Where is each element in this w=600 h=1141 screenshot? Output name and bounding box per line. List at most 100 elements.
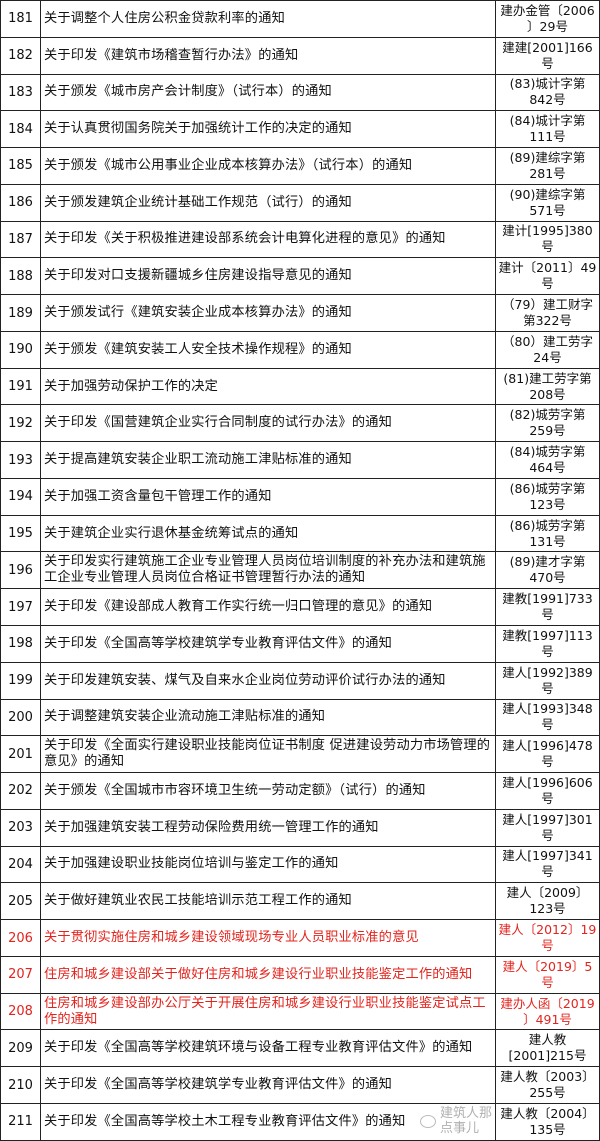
row-title: 关于加强建设职业技能岗位培训与鉴定工作的通知 [41, 846, 496, 883]
table-row: 193 关于提高建筑安装企业职工流动施工津贴标准的通知 (84)城劳字第 464号 [0, 442, 600, 479]
row-number: 198 [0, 626, 41, 662]
row-number: 184 [0, 111, 41, 148]
row-title: 关于调整建筑安装企业流动施工津贴标准的通知 [41, 699, 496, 736]
table-row: 188 关于印发对口支援新疆城乡住房建设指导意见的通知 建计〔2011〕49 号 [0, 258, 600, 296]
row-number: 210 [0, 1067, 41, 1103]
row-title: 关于印发《建筑市场稽查暂行办法》的通知 [41, 37, 496, 74]
table-row: 200 关于调整建筑安装企业流动施工津贴标准的通知 建人[1993]348 号 [0, 699, 600, 737]
row-title: 关于印发《全国高等学校建筑环境与设备工程专业教育评估文件》的通知 [41, 1030, 496, 1067]
watermark: 建筑人那点事儿 [420, 1106, 492, 1136]
row-doc-number: 建人教 [2001]215号 [496, 1030, 600, 1067]
row-number: 195 [0, 515, 41, 552]
row-doc-number: 建教[1991]733 号 [496, 589, 600, 626]
table-row: 198 关于印发《全国高等学校建筑学专业教育评估文件》的通知 建教[1997]113… [0, 626, 600, 663]
row-title: 关于印发对口支援新疆城乡住房建设指导意见的通知 [41, 258, 496, 295]
row-doc-number: (90)建综字第 571号 [496, 184, 600, 221]
row-title: 关于颁发《城市公用事业企业成本核算办法》（试行本）的通知 [41, 148, 496, 184]
row-number: 194 [0, 478, 41, 515]
row-title: 关于印发实行建筑施工企业专业管理人员岗位培训制度的补充办法和建筑施工企业专业管理… [41, 552, 496, 589]
row-number: 196 [0, 552, 41, 589]
row-number: 186 [0, 184, 41, 221]
table-row: 181 关于调整个人住房公积金贷款利率的通知 建办金管〔2006 〕29号 [0, 1, 600, 38]
table-row: 203 关于加强建筑安装工程劳动保险费用统一管理工作的通知 建人[1997]301 … [0, 809, 600, 847]
table-row: 209 关于印发《全国高等学校建筑环境与设备工程专业教育评估文件》的通知 建人教 [… [0, 1030, 600, 1068]
row-number: 191 [0, 368, 41, 405]
row-number: 183 [0, 74, 41, 111]
row-doc-number: 建教[1997]113 号 [496, 626, 600, 662]
table-row: 205 关于做好建筑业农民工技能培训示范工程工作的通知 建人〔2009〕 123号 [0, 883, 600, 921]
row-number: 208 [0, 993, 41, 1030]
table-row: 182 关于印发《建筑市场稽查暂行办法》的通知 建建[2001]166 号 [0, 37, 600, 75]
row-doc-number: 建人〔2009〕 123号 [496, 883, 600, 920]
row-doc-number: 建人[1996]606 号 [496, 773, 600, 809]
row-doc-number: 建计〔2011〕49 号 [496, 258, 600, 295]
row-doc-number: (82)城劳字第 259号 [496, 405, 600, 442]
table-row: 206 关于贯彻实施住房和城乡建设领域现场专业人员职业标准的意见 建人〔2012〕1… [0, 920, 600, 957]
row-doc-number: (81)建工劳字第 208号 [496, 368, 600, 405]
table-row: 202 关于颁发《全国城市市容环境卫生统一劳动定额》（试行）的通知 建人[1996]… [0, 773, 600, 810]
row-title: 关于加强工资含量包干管理工作的通知 [41, 478, 496, 515]
row-number: 187 [0, 221, 41, 258]
table-row: 183 关于颁发《城市房产会计制度》（试行本）的通知 (83)城计字第 842号 [0, 74, 600, 112]
row-number: 188 [0, 258, 41, 295]
row-title: 关于印发《全国高等学校土木工程专业教育评估文件》的通知 [41, 1103, 496, 1140]
row-number: 182 [0, 37, 41, 74]
row-title: 住房和城乡建设部办公厅关于开展住房和城乡建设行业职业技能鉴定试点工作的通知 [41, 993, 496, 1030]
row-number: 205 [0, 883, 41, 920]
row-title: 关于认真贯彻国务院关于加强统计工作的决定的通知 [41, 111, 496, 148]
row-title: 关于加强建筑安装工程劳动保险费用统一管理工作的通知 [41, 809, 496, 846]
table-row: 195 关于建筑企业实行退休基金统筹试点的通知 (86)城劳字第 131号 [0, 515, 600, 553]
table-row: 186 关于颁发建筑企业统计基础工作规范（试行）的通知 (90)建综字第 571号 [0, 184, 600, 222]
row-title: 关于印发《关于积极推进建设部系统会计电算化进程的意见》的通知 [41, 221, 496, 258]
row-title: 关于颁发建筑企业统计基础工作规范（试行）的通知 [41, 184, 496, 221]
row-title: 关于做好建筑业农民工技能培训示范工程工作的通知 [41, 883, 496, 920]
row-number: 181 [0, 1, 41, 37]
row-title: 关于印发《国营建筑企业实行合同制度的试行办法》的通知 [41, 405, 496, 442]
row-doc-number: (89)建才字第 470号 [496, 552, 600, 589]
row-title: 住房和城乡建设部关于做好住房和城乡建设行业职业技能鉴定工作的通知 [41, 956, 496, 993]
row-title: 关于印发《全国高等学校建筑学专业教育评估文件》的通知 [41, 626, 496, 662]
row-doc-number: (89)建综字第 281号 [496, 148, 600, 184]
row-title: 关于颁发《城市房产会计制度》（试行本）的通知 [41, 74, 496, 111]
row-number: 204 [0, 846, 41, 883]
row-title: 关于提高建筑安装企业职工流动施工津贴标准的通知 [41, 442, 496, 478]
row-doc-number: 建计[1995]380 号 [496, 221, 600, 258]
table-row: 211 关于印发《全国高等学校土木工程专业教育评估文件》的通知 建人教〔2004〕 … [0, 1103, 600, 1141]
table-row: 210 关于印发《全国高等学校建筑学专业教育评估文件》的通知 建人教〔2003〕 2… [0, 1067, 600, 1104]
row-number: 206 [0, 920, 41, 956]
table-row: 190 关于颁发《建筑安装工人安全技术操作规程》的通知 （80）建工劳字 24号 [0, 331, 600, 369]
row-doc-number: 建人[1992]389 号 [496, 662, 600, 699]
table-row: 196 关于印发实行建筑施工企业专业管理人员岗位培训制度的补充办法和建筑施工企业专… [0, 552, 600, 590]
row-doc-number: （79）建工财字 第322号 [496, 295, 600, 331]
row-number: 197 [0, 589, 41, 626]
row-number: 200 [0, 699, 41, 736]
row-title: 关于印发《全国高等学校建筑学专业教育评估文件》的通知 [41, 1067, 496, 1103]
row-doc-number: 建人〔2019〕5 号 [496, 956, 600, 993]
table-row: 201 关于印发《全面实行建设职业技能岗位证书制度 促进建设劳动力市场管理的意见》… [0, 736, 600, 774]
table-row: 184 关于认真贯彻国务院关于加强统计工作的决定的通知 (84)城计字第 111号 [0, 111, 600, 149]
row-number: 209 [0, 1030, 41, 1067]
row-title: 关于贯彻实施住房和城乡建设领域现场专业人员职业标准的意见 [41, 920, 496, 956]
row-title: 关于印发《全面实行建设职业技能岗位证书制度 促进建设劳动力市场管理的意见》的通知 [41, 736, 496, 773]
table-row: 208 住房和城乡建设部办公厅关于开展住房和城乡建设行业职业技能鉴定试点工作的通知… [0, 993, 600, 1031]
table-row: 192 关于印发《国营建筑企业实行合同制度的试行办法》的通知 (82)城劳字第 25… [0, 405, 600, 443]
table-row: 191 关于加强劳动保护工作的决定 (81)建工劳字第 208号 [0, 368, 600, 406]
row-number: 189 [0, 295, 41, 331]
row-doc-number: 建人教〔2004〕 135号 [496, 1103, 600, 1140]
table-row: 207 住房和城乡建设部关于做好住房和城乡建设行业职业技能鉴定工作的通知 建人〔20… [0, 956, 600, 994]
table-row: 199 关于印发建筑安装、煤气及自来水企业岗位劳动评价试行办法的通知 建人[1992… [0, 662, 600, 700]
row-title: 关于印发建筑安装、煤气及自来水企业岗位劳动评价试行办法的通知 [41, 662, 496, 699]
row-doc-number: (83)城计字第 842号 [496, 74, 600, 111]
table-row: 189 关于颁发试行《建筑安装企业成本核算办法》的通知 （79）建工财字 第322号 [0, 295, 600, 332]
row-doc-number: (86)城劳字第 123号 [496, 478, 600, 515]
row-doc-number: 建人[1993]348 号 [496, 699, 600, 736]
row-number: 193 [0, 442, 41, 478]
table-row: 197 关于印发《建设部成人教育工作实行统一归口管理的意见》的通知 建教[1991]… [0, 589, 600, 627]
row-doc-number: 建办金管〔2006 〕29号 [496, 1, 600, 37]
row-title: 关于建筑企业实行退休基金统筹试点的通知 [41, 515, 496, 552]
wechat-icon [420, 1114, 436, 1128]
row-number: 207 [0, 956, 41, 993]
row-title: 关于加强劳动保护工作的决定 [41, 368, 496, 405]
row-number: 203 [0, 809, 41, 846]
